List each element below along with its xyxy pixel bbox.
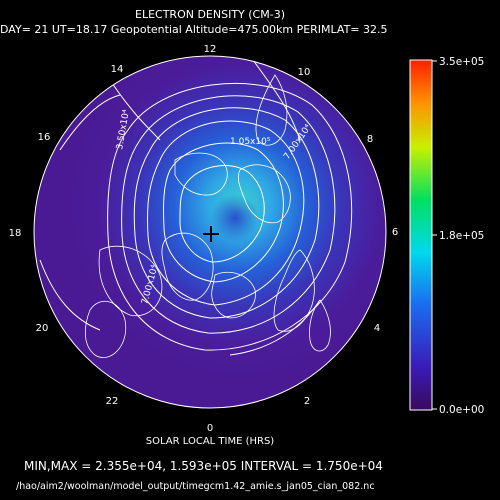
hour-label: 22 xyxy=(106,396,119,407)
contour-line xyxy=(109,56,301,141)
hour-label: 14 xyxy=(111,64,124,75)
coastline xyxy=(84,300,127,358)
hour-label: 6 xyxy=(392,227,398,238)
contour-line xyxy=(39,94,321,356)
hour-label: 4 xyxy=(374,323,380,334)
colorbar-max-label: 3.5e+05 xyxy=(439,56,484,68)
hour-label: 18 xyxy=(9,228,22,239)
hour-label: 0 xyxy=(207,423,213,434)
contour-line xyxy=(147,120,305,306)
contour-label: 1.05x10⁵ xyxy=(230,137,271,147)
pole-marker xyxy=(203,226,219,242)
plot-title: ELECTRON DENSITY (CM-3) xyxy=(135,8,285,21)
hour-label: 8 xyxy=(367,134,373,145)
file-path: /hao/aim2/woolman/model_output/timegcm1.… xyxy=(16,481,375,492)
contour-line xyxy=(163,142,284,283)
colorbar-min-label: 0.0e+00 xyxy=(439,404,484,416)
coastline xyxy=(237,164,291,224)
density-trough xyxy=(211,190,259,246)
hour-label: 12 xyxy=(204,44,217,55)
map-boundary xyxy=(33,55,387,409)
contour-line xyxy=(121,95,336,334)
coastline xyxy=(174,152,228,196)
colorbar xyxy=(409,59,433,411)
coastline xyxy=(98,245,163,317)
coastline xyxy=(255,74,288,146)
colorbar-mid-label: 1.8e+05 xyxy=(439,230,484,242)
hour-label: 20 xyxy=(36,323,49,334)
coastline xyxy=(273,249,315,332)
hour-label: 2 xyxy=(304,396,310,407)
coastline xyxy=(211,271,256,319)
hour-label: 16 xyxy=(38,132,51,143)
coastline xyxy=(309,299,331,352)
x-axis-label: SOLAR LOCAL TIME (HRS) xyxy=(145,436,275,447)
min-max-stats: MIN,MAX = 2.355e+04, 1.593e+05 INTERVAL … xyxy=(24,459,383,473)
plot-subtitle: DAY= 21 UT=18.17 Geopotential Altitude=4… xyxy=(0,23,388,36)
contour-line xyxy=(179,165,265,263)
hour-label: 10 xyxy=(298,67,311,78)
coastline xyxy=(161,232,214,301)
